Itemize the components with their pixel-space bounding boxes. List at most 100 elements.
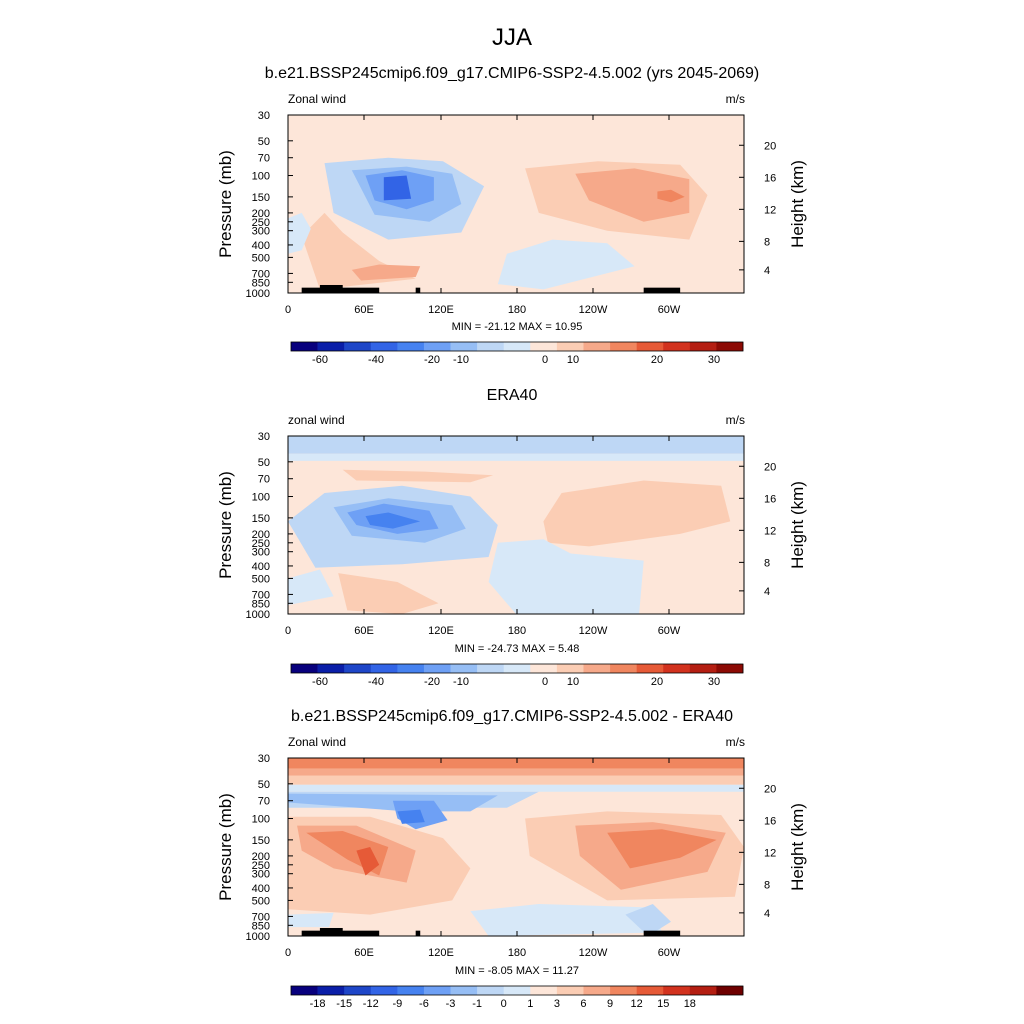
contour-region (288, 793, 498, 812)
y-right-axis-title: Height (km) (788, 160, 807, 248)
colorbar-label: -40 (368, 676, 384, 688)
x-tick-label: 60W (658, 304, 681, 316)
y-right-tick-label: 12 (764, 204, 776, 216)
contour-region (288, 784, 744, 792)
colorbar-swatch (370, 342, 398, 351)
y-right-tick-label: 16 (764, 172, 776, 184)
y-right-tick-label: 12 (764, 525, 776, 537)
panel-left-label: Zonal wind (288, 735, 346, 749)
panel-left-label: zonal wind (288, 413, 345, 427)
colorbar-label: -20 (424, 676, 440, 688)
y-right-tick-label: 12 (764, 847, 776, 859)
x-tick-label: 60W (658, 625, 681, 637)
colorbar-label: -6 (419, 998, 429, 1010)
y-tick-label: 400 (252, 240, 270, 252)
colorbar-label: 10 (567, 676, 579, 688)
colorbar-swatch (397, 342, 425, 351)
x-tick-label: 0 (285, 625, 291, 637)
colorbar-swatch (477, 342, 505, 351)
y-tick-label: 1000 (246, 609, 270, 621)
topography-mask (319, 284, 343, 293)
colorbar-label: 10 (567, 354, 579, 366)
colorbar-swatch (689, 342, 717, 351)
panel-title: b.e21.BSSP245cmip6.f09_g17.CMIP6-SSP2-4.… (265, 65, 760, 82)
y-tick-label: 100 (252, 171, 270, 183)
panel-unit-label: m/s (726, 413, 745, 427)
figure-title: JJA (492, 24, 532, 51)
y-tick-label: 150 (252, 835, 270, 847)
colorbar-label: 15 (657, 998, 669, 1010)
y-tick-label: 250 (252, 538, 270, 550)
colorbar-label: 12 (631, 998, 643, 1010)
x-tick-label: 60E (354, 625, 374, 637)
x-tick-label: 120E (428, 304, 454, 316)
colorbar-swatch (370, 986, 398, 995)
colorbar-swatch (477, 664, 505, 673)
colorbar-swatch (344, 986, 372, 995)
contour-region (365, 512, 421, 529)
topography-mask (643, 930, 681, 936)
y-tick-label: 70 (258, 474, 270, 486)
y-tick-label: 50 (258, 136, 270, 148)
colorbar-frame (290, 341, 744, 352)
panel-title: b.e21.BSSP245cmip6.f09_g17.CMIP6-SSP2-4.… (291, 708, 733, 725)
colorbar-swatch (477, 986, 505, 995)
colorbar-label: -9 (392, 998, 402, 1010)
colorbar-label: 18 (684, 998, 696, 1010)
colorbar-swatch (530, 986, 558, 995)
colorbar-swatch (291, 342, 318, 351)
y-right-axis-title: Height (km) (788, 481, 807, 569)
plot-frame (287, 114, 745, 294)
colorbar-swatch (610, 986, 637, 995)
contour-region (351, 264, 421, 281)
colorbar-swatch (503, 664, 531, 673)
colorbar-swatch (317, 664, 345, 673)
colorbar-label: -60 (312, 676, 328, 688)
colorbar-label: 20 (651, 676, 663, 688)
contour-region (607, 829, 717, 869)
y-tick-label: 250 (252, 217, 270, 229)
colorbar-swatch (423, 664, 451, 673)
y-right-tick-label: 16 (764, 493, 776, 505)
colorbar-swatch (450, 664, 478, 673)
colorbar-swatch (583, 342, 611, 351)
colorbar-label: 3 (554, 998, 560, 1010)
plot-frame (287, 435, 745, 615)
colorbar-swatch (583, 664, 611, 673)
x-tick-label: 0 (285, 304, 291, 316)
colorbar-swatch (716, 664, 744, 673)
y-tick-label: 300 (252, 869, 270, 881)
colorbar-label: -1 (472, 998, 482, 1010)
contour-region (288, 775, 744, 785)
y-tick-label: 100 (252, 814, 270, 826)
contour-region (288, 768, 744, 776)
y-right-tick-label: 4 (764, 265, 770, 277)
x-tick-label: 120E (428, 625, 454, 637)
y-tick-label: 400 (252, 883, 270, 895)
colorbar-label: 30 (708, 354, 720, 366)
topography-mask (415, 287, 421, 293)
y-axis-title: Pressure (mb) (216, 471, 235, 579)
colorbar-swatch (689, 664, 717, 673)
y-right-axis-title: Height (km) (788, 803, 807, 891)
colorbar-label: 20 (651, 354, 663, 366)
y-right-tick-label: 20 (764, 783, 776, 795)
contour-region (543, 480, 731, 547)
colorbar-swatch (716, 342, 744, 351)
colorbar-swatch (663, 986, 691, 995)
colorbar-swatch (397, 664, 425, 673)
y-tick-label: 30 (258, 753, 270, 765)
y-tick-label: 30 (258, 431, 270, 443)
colorbar-swatch (423, 342, 451, 351)
colorbar-frame (290, 663, 744, 674)
contour-region (288, 569, 334, 606)
x-tick-label: 180 (508, 625, 526, 637)
colorbar-label: -10 (453, 676, 469, 688)
contour-region (625, 904, 671, 936)
y-tick-label: 500 (252, 252, 270, 264)
y-tick-label: 50 (258, 779, 270, 791)
x-tick-label: 120E (428, 947, 454, 959)
y-right-tick-label: 4 (764, 586, 770, 598)
colorbar-swatch (610, 664, 637, 673)
colorbar-label: -15 (336, 998, 352, 1010)
